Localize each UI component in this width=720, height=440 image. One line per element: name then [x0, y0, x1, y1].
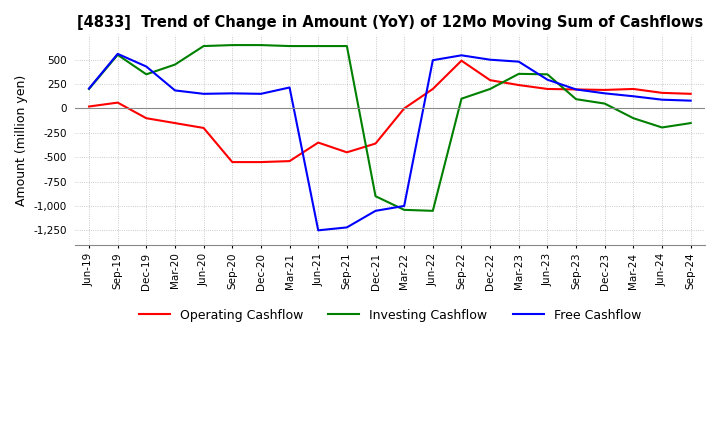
Investing Cashflow — [400, 207, 408, 213]
Investing Cashflow — [142, 72, 150, 77]
Operating Cashflow — [457, 58, 466, 63]
Investing Cashflow — [85, 86, 94, 92]
Investing Cashflow — [486, 86, 495, 92]
Investing Cashflow — [600, 101, 609, 106]
Investing Cashflow — [285, 44, 294, 49]
Investing Cashflow — [457, 96, 466, 101]
Free Cashflow — [400, 203, 408, 209]
Investing Cashflow — [113, 52, 122, 58]
Free Cashflow — [600, 91, 609, 96]
Operating Cashflow — [657, 90, 666, 95]
Investing Cashflow — [515, 71, 523, 77]
Investing Cashflow — [686, 121, 695, 126]
Operating Cashflow — [428, 86, 437, 92]
Investing Cashflow — [256, 42, 265, 48]
Investing Cashflow — [428, 208, 437, 213]
Operating Cashflow — [285, 158, 294, 164]
Free Cashflow — [428, 58, 437, 63]
Operating Cashflow — [686, 91, 695, 96]
Free Cashflow — [372, 208, 380, 213]
Free Cashflow — [343, 225, 351, 230]
Y-axis label: Amount (million yen): Amount (million yen) — [15, 74, 28, 206]
Free Cashflow — [657, 97, 666, 103]
Operating Cashflow — [372, 141, 380, 146]
Investing Cashflow — [314, 44, 323, 49]
Operating Cashflow — [400, 106, 408, 111]
Investing Cashflow — [199, 44, 208, 49]
Operating Cashflow — [142, 116, 150, 121]
Line: Operating Cashflow: Operating Cashflow — [89, 61, 690, 162]
Operating Cashflow — [486, 77, 495, 83]
Investing Cashflow — [171, 62, 179, 67]
Legend: Operating Cashflow, Investing Cashflow, Free Cashflow: Operating Cashflow, Investing Cashflow, … — [133, 304, 646, 327]
Operating Cashflow — [572, 87, 580, 92]
Investing Cashflow — [543, 72, 552, 77]
Title: [4833]  Trend of Change in Amount (YoY) of 12Mo Moving Sum of Cashflows: [4833] Trend of Change in Amount (YoY) o… — [77, 15, 703, 30]
Investing Cashflow — [572, 96, 580, 102]
Free Cashflow — [85, 86, 94, 91]
Free Cashflow — [228, 91, 237, 96]
Free Cashflow — [314, 227, 323, 233]
Investing Cashflow — [657, 125, 666, 130]
Operating Cashflow — [343, 150, 351, 155]
Investing Cashflow — [343, 44, 351, 49]
Free Cashflow — [113, 51, 122, 56]
Operating Cashflow — [314, 140, 323, 145]
Operating Cashflow — [515, 82, 523, 88]
Free Cashflow — [543, 77, 552, 82]
Operating Cashflow — [171, 121, 179, 126]
Investing Cashflow — [228, 42, 237, 48]
Free Cashflow — [142, 64, 150, 69]
Operating Cashflow — [113, 100, 122, 105]
Investing Cashflow — [372, 194, 380, 199]
Operating Cashflow — [600, 87, 609, 92]
Free Cashflow — [686, 98, 695, 103]
Operating Cashflow — [629, 86, 638, 92]
Free Cashflow — [572, 87, 580, 92]
Free Cashflow — [486, 57, 495, 62]
Operating Cashflow — [85, 104, 94, 109]
Free Cashflow — [171, 88, 179, 93]
Operating Cashflow — [543, 86, 552, 92]
Free Cashflow — [457, 53, 466, 58]
Free Cashflow — [515, 59, 523, 64]
Investing Cashflow — [629, 116, 638, 121]
Operating Cashflow — [199, 125, 208, 131]
Free Cashflow — [629, 94, 638, 99]
Free Cashflow — [256, 91, 265, 96]
Operating Cashflow — [256, 159, 265, 165]
Line: Free Cashflow: Free Cashflow — [89, 54, 690, 230]
Line: Investing Cashflow: Investing Cashflow — [89, 45, 690, 211]
Operating Cashflow — [228, 159, 237, 165]
Free Cashflow — [285, 85, 294, 90]
Free Cashflow — [199, 91, 208, 96]
